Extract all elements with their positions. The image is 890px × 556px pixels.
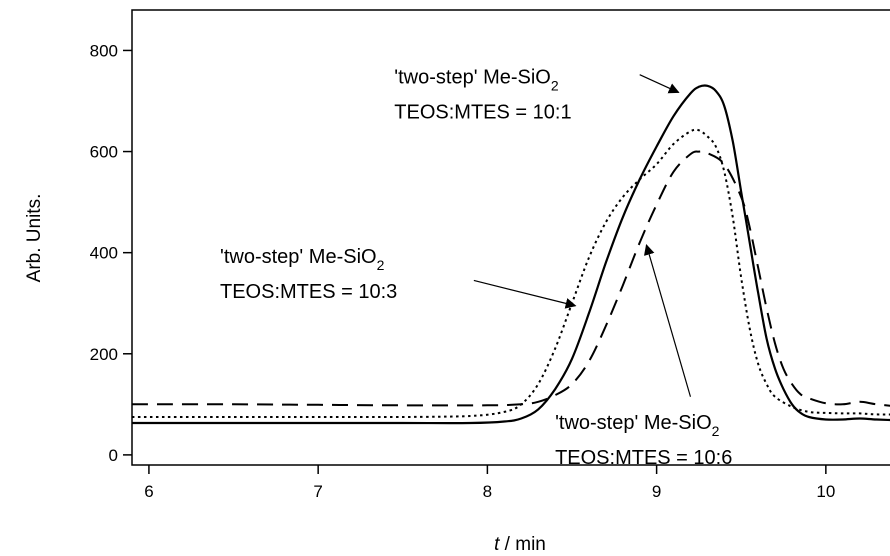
y-tick-label: 0 bbox=[109, 446, 118, 465]
annotation-line2: TEOS:MTES = 10:6 bbox=[555, 447, 732, 469]
annotation-3: 'two-step' Me-SiO2 TEOS:MTES = 10:6 bbox=[555, 244, 732, 469]
x-axis-title-unit: / min bbox=[499, 534, 545, 555]
y-tick-label: 600 bbox=[90, 143, 118, 162]
annotation-arrow bbox=[643, 244, 692, 397]
annotation-arrow bbox=[473, 279, 577, 309]
y-axis: 0 200 400 600 800 bbox=[90, 41, 132, 465]
annotation-line1: 'two-step' Me-SiO2 bbox=[555, 412, 720, 439]
series-group bbox=[131, 84, 890, 425]
y-tick-label: 800 bbox=[90, 41, 118, 60]
x-axis-title-italic: t bbox=[494, 534, 500, 555]
annotation-sample: 'two-step' Me-SiO bbox=[220, 246, 377, 268]
annotation-line1: 'two-step' Me-SiO2 bbox=[394, 66, 559, 93]
x-axis: 6 7 8 9 10 bbox=[144, 465, 835, 501]
annotation-subscript: 2 bbox=[712, 423, 720, 439]
annotation-subscript: 2 bbox=[377, 257, 385, 273]
y-tick-label: 400 bbox=[90, 244, 118, 263]
annotation-sample: 'two-step' Me-SiO bbox=[394, 66, 551, 88]
annotation-sample: 'two-step' Me-SiO bbox=[555, 412, 712, 434]
series-solid bbox=[132, 84, 890, 425]
annotation-arrow bbox=[639, 74, 680, 94]
annotation-subscript: 2 bbox=[551, 77, 559, 93]
x-tick-label: 9 bbox=[652, 482, 661, 501]
annotation-line2: TEOS:MTES = 10:3 bbox=[220, 281, 397, 303]
x-tick-label: 7 bbox=[313, 482, 322, 501]
x-axis-title: t / min bbox=[494, 534, 546, 555]
y-axis-title: Arb. Units. bbox=[24, 194, 45, 283]
x-tick-label: 10 bbox=[816, 482, 835, 501]
annotation-line2: TEOS:MTES = 10:1 bbox=[394, 101, 571, 123]
annotation-line1: 'two-step' Me-SiO2 bbox=[220, 246, 385, 273]
x-tick-label: 6 bbox=[144, 482, 153, 501]
series-dashed bbox=[131, 150, 890, 407]
plot-frame bbox=[131, 9, 890, 466]
y-tick-label: 200 bbox=[90, 345, 118, 364]
annotation-2: 'two-step' Me-SiO2 TEOS:MTES = 10:3 bbox=[220, 246, 577, 309]
annotation-1: 'two-step' Me-SiO2 TEOS:MTES = 10:1 bbox=[394, 66, 680, 123]
x-tick-label: 8 bbox=[483, 482, 492, 501]
